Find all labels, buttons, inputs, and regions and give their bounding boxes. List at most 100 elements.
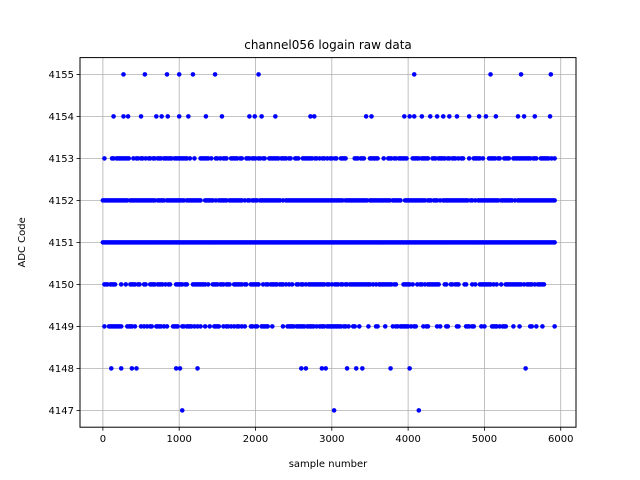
data-point (419, 114, 425, 119)
data-point (363, 114, 369, 119)
data-point (506, 156, 512, 161)
data-point (503, 324, 509, 329)
data-point (466, 114, 472, 119)
data-point (361, 156, 367, 161)
data-point (483, 114, 489, 119)
data-point (393, 282, 399, 287)
axis-ticks: 0 1000 2000 3000 4000 5000 6000 4147 4148 4149 415… (49, 70, 574, 445)
data-point (471, 324, 477, 329)
data-point (176, 72, 182, 77)
data-point (529, 324, 535, 329)
y-tick-label: 4151 (49, 238, 74, 249)
data-point (112, 282, 118, 287)
data-point (454, 114, 460, 119)
data-point (411, 114, 417, 119)
data-point (227, 282, 232, 287)
data-point (456, 324, 461, 329)
data-point (375, 324, 380, 329)
data-point (369, 114, 374, 119)
data-point (511, 324, 516, 329)
data-point (404, 156, 409, 161)
data-point (121, 114, 126, 119)
chart-title: channel056 logain raw data (244, 38, 412, 52)
data-point (208, 156, 214, 161)
data-point (445, 324, 451, 329)
data-point (289, 282, 295, 287)
data-point (552, 198, 557, 203)
data-point (482, 324, 487, 329)
data-point (552, 156, 557, 161)
data-point (242, 324, 248, 329)
data-point (212, 72, 218, 77)
data-point (425, 156, 431, 161)
data-point (121, 72, 126, 77)
data-point (427, 114, 433, 119)
data-point (280, 324, 286, 329)
data-point (203, 114, 209, 119)
data-point (102, 156, 107, 161)
data-point (548, 72, 554, 77)
data-point (413, 324, 419, 329)
x-tick-label: 3000 (319, 434, 344, 445)
x-tick-label: 4000 (395, 434, 420, 445)
data-point (259, 114, 264, 119)
data-point (541, 282, 547, 287)
data-point (547, 114, 553, 119)
data-point (497, 156, 502, 161)
data-point (552, 240, 557, 245)
data-point (463, 282, 469, 287)
data-point (437, 324, 443, 329)
data-point (118, 282, 124, 287)
data-point (164, 324, 170, 329)
data-point (440, 114, 446, 119)
data-point (493, 114, 499, 119)
data-point (532, 114, 538, 119)
x-tick-label: 0 (100, 434, 106, 445)
data-point (102, 324, 107, 329)
data-point (360, 366, 365, 371)
data-point (159, 114, 164, 119)
data-point (402, 114, 407, 119)
data-point (118, 366, 124, 371)
data-point (108, 366, 114, 371)
data-point (177, 366, 183, 371)
data-point (138, 114, 144, 119)
data-point (319, 366, 325, 371)
data-point (308, 114, 313, 119)
data-point (244, 282, 249, 287)
data-point (273, 114, 278, 119)
data-point (375, 156, 380, 161)
data-point (239, 156, 245, 161)
data-point (192, 156, 197, 161)
data-point (207, 324, 213, 329)
data-point (118, 324, 124, 329)
data-point (134, 366, 139, 371)
data-points (100, 72, 557, 413)
data-point (126, 156, 132, 161)
data-point (456, 282, 461, 287)
data-point (331, 408, 337, 413)
data-point (534, 324, 539, 329)
data-point (247, 114, 252, 119)
data-point (356, 324, 362, 329)
data-point (298, 366, 304, 371)
data-point (443, 282, 449, 287)
data-point (269, 324, 275, 329)
data-point (523, 366, 528, 371)
data-point (186, 114, 191, 119)
data-point (521, 114, 527, 119)
data-point (265, 324, 271, 329)
y-axis-label: ADC Code (17, 217, 28, 267)
data-point (343, 156, 348, 161)
data-point (219, 114, 225, 119)
data-point (398, 198, 403, 203)
y-tick-label: 4154 (49, 112, 74, 123)
y-tick-label: 4148 (49, 364, 74, 375)
data-point (175, 324, 180, 329)
data-point (187, 156, 193, 161)
data-point (198, 324, 203, 329)
data-point (534, 156, 539, 161)
data-point (205, 282, 211, 287)
data-point (154, 114, 159, 119)
